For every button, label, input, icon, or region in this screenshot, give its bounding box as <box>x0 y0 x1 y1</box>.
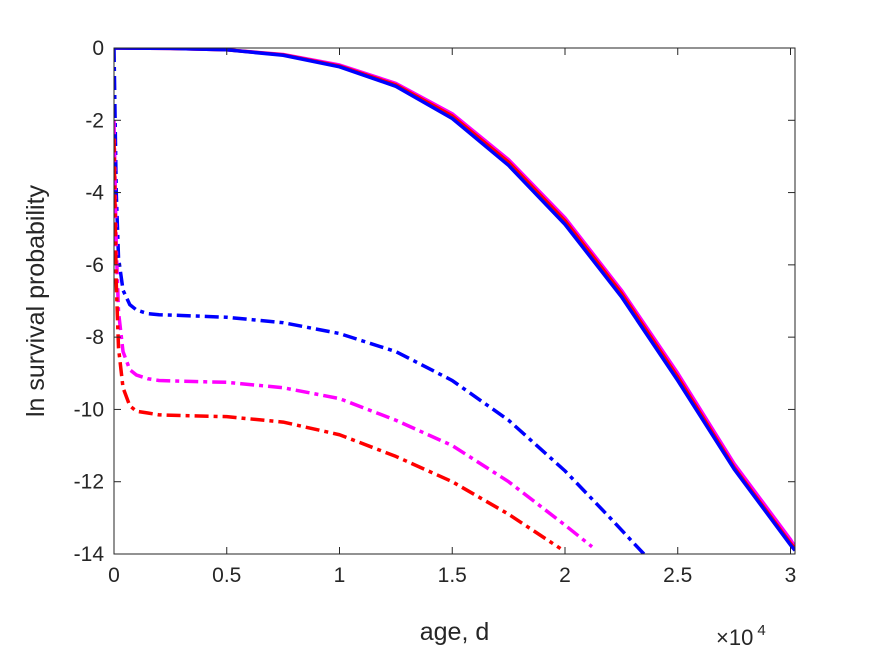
series-line-2 <box>114 48 795 550</box>
x-tick-label: 3 <box>785 564 797 587</box>
series-line-5 <box>114 120 594 549</box>
x-tick-label: 1 <box>334 564 346 587</box>
y-ticks: 0 -2 -4 -6 -8 -10 -12 -14 <box>74 37 795 566</box>
x-tick-label: 1.5 <box>438 564 467 587</box>
x-tick-label: 2.5 <box>663 564 692 587</box>
y-tick-label: 0 <box>92 37 104 60</box>
series-line-1 <box>114 48 795 548</box>
x-axis-label: age, d <box>420 618 490 646</box>
y-tick-label: -6 <box>85 254 104 277</box>
x-ticks: 0 0.5 1 1.5 2 2.5 3 <box>108 48 796 587</box>
y-axis-label: ln survival probability <box>22 184 50 417</box>
series-line-4 <box>114 48 646 554</box>
x-tick-label: 0.5 <box>212 564 241 587</box>
y-tick-label: -2 <box>85 109 104 132</box>
plot-box <box>113 47 796 555</box>
y-tick-label: -12 <box>74 471 104 494</box>
series-line-3 <box>114 48 795 552</box>
x-multiplier-base: ×10 <box>716 625 753 650</box>
y-tick-label: -8 <box>85 326 104 349</box>
x-tick-label: 2 <box>559 564 571 587</box>
series-layer <box>114 48 795 554</box>
x-multiplier-exponent: 4 <box>757 622 765 639</box>
y-tick-label: -10 <box>74 398 104 421</box>
y-tick-label: -4 <box>85 182 104 205</box>
series-line-6 <box>114 138 562 551</box>
x-tick-label: 0 <box>108 564 120 587</box>
x-axis-multiplier: ×10 4 <box>716 622 766 650</box>
axes-layer <box>113 47 796 555</box>
y-tick-label: -14 <box>74 543 105 566</box>
